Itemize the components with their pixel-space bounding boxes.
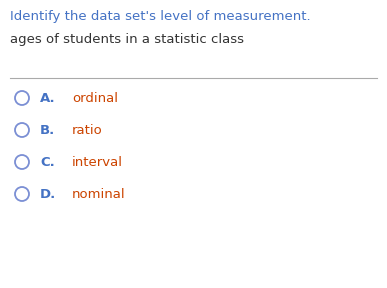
Text: ratio: ratio xyxy=(72,124,103,137)
Text: ages of students in a statistic class: ages of students in a statistic class xyxy=(10,33,244,46)
Text: ordinal: ordinal xyxy=(72,92,118,105)
Text: Identify the data set's level of measurement.: Identify the data set's level of measure… xyxy=(10,10,311,23)
Text: interval: interval xyxy=(72,156,123,168)
Text: B.: B. xyxy=(40,124,55,137)
Text: nominal: nominal xyxy=(72,187,126,200)
Text: D.: D. xyxy=(40,187,56,200)
Text: C.: C. xyxy=(40,156,55,168)
Text: A.: A. xyxy=(40,92,56,105)
